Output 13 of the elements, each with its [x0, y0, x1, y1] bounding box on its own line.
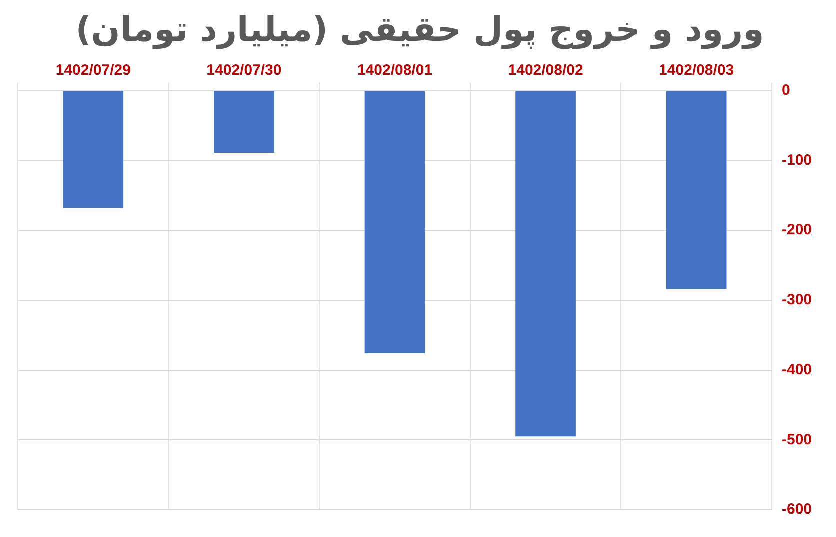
y-tick-label: 0 [782, 82, 790, 99]
x-tick-label: 1402/07/30 [206, 62, 282, 79]
y-tick-label: -400 [782, 361, 812, 378]
y-tick-label: -300 [782, 292, 812, 309]
y-tick-label: -600 [782, 501, 812, 518]
chart-title: ورود و خروج پول حقیقی (میلیارد تومان) [76, 10, 764, 50]
y-tick-label: -500 [782, 431, 812, 448]
y-tick-label: -200 [782, 222, 812, 239]
x-tick-label: 1402/08/03 [659, 62, 734, 79]
x-tick-label: 1402/08/02 [508, 62, 584, 79]
x-tick-label: 1402/07/29 [56, 62, 131, 79]
y-tick-label: -100 [782, 152, 812, 169]
x-tick-label: 1402/08/01 [357, 62, 433, 79]
